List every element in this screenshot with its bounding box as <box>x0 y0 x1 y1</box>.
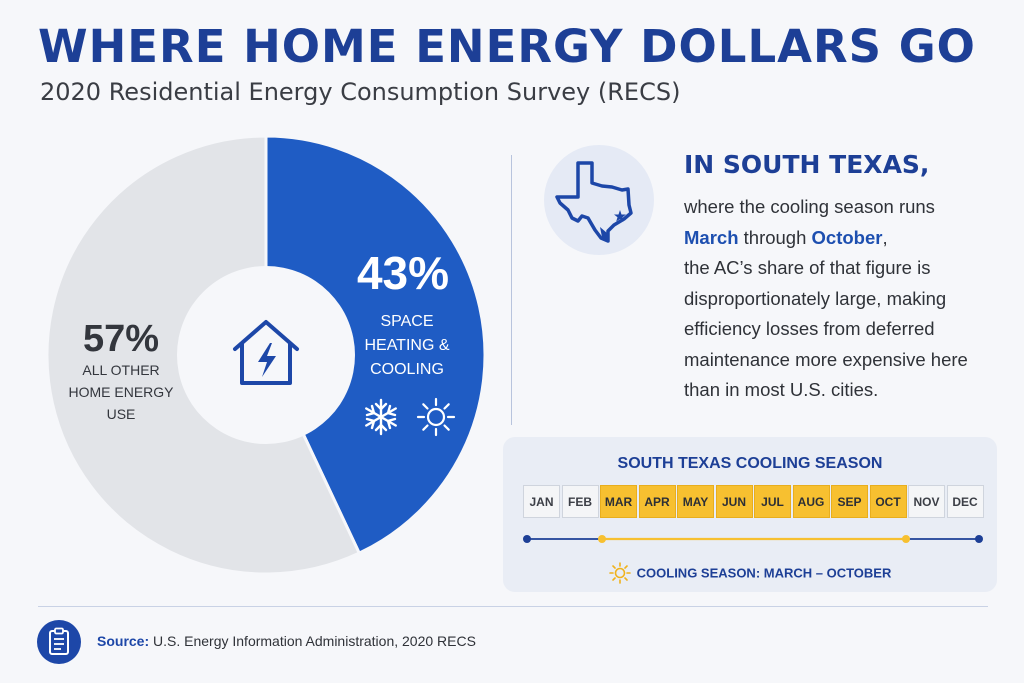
texas-map-badge <box>544 145 654 255</box>
house-bolt-icon <box>233 320 299 385</box>
texas-line: than in most U.S. cities. <box>684 379 879 400</box>
cooling-season-caption-text: COOLING SEASON: MARCH – OCTOBER <box>636 565 892 581</box>
slice-heating-cooling <box>264 135 487 556</box>
cooling-timeline <box>523 535 983 543</box>
cooling-season-caption: COOLING SEASON: MARCH – OCTOBER <box>503 562 997 584</box>
texas-description: where the cooling season runs March thro… <box>684 192 1004 406</box>
slice-label-heating-cooling-3: COOLING <box>370 361 444 378</box>
donut-chart: 43% SPACE HEATING & COOLING 57% ALL OTHE… <box>45 135 487 576</box>
source-text: U.S. Energy Information Administration, … <box>149 633 476 649</box>
slice-value-label-heating-cooling: 43% <box>357 247 449 299</box>
month-cell-jan: JAN <box>523 485 560 518</box>
comma-text: , <box>882 226 888 248</box>
cooling-season-title: SOUTH TEXAS COOLING SEASON <box>617 455 883 472</box>
slice-label-heating-cooling-1: SPACE <box>380 313 433 330</box>
month-cell-nov: NOV <box>908 485 945 518</box>
source-citation: Source: U.S. Energy Information Administ… <box>97 633 476 649</box>
month-cell-feb: FEB <box>561 485 599 518</box>
texas-line: disproportionately large, making <box>684 287 947 309</box>
timeline-start-dot <box>523 535 531 543</box>
small-sun-icon <box>608 562 631 584</box>
timeline-end-dot <box>975 535 983 543</box>
month-cell-oct: OCT <box>869 485 907 518</box>
snowflake-icon <box>365 398 397 436</box>
texas-line: the AC’s share of that figure is <box>684 257 931 278</box>
month-cell-may: MAY <box>677 485 714 518</box>
page-title: WHERE HOME ENERGY DOLLARS GO <box>38 20 976 73</box>
page-subtitle: 2020 Residential Energy Consumption Surv… <box>40 78 681 106</box>
clipboard-icon <box>37 620 81 664</box>
slice-value-label-other: 57% <box>83 318 159 360</box>
month-cell-dec: DEC <box>946 485 984 518</box>
section-divider <box>511 155 512 425</box>
cooling-season-panel: SOUTH TEXAS COOLING SEASON JAN FEB MAR APR M… <box>503 437 997 592</box>
month-start-highlight: March <box>684 226 739 248</box>
texas-line: efficiency losses from deferred <box>684 318 935 339</box>
month-cell-aug: AUG <box>792 485 830 518</box>
slice-label-other-1: ALL OTHER <box>82 362 159 378</box>
month-cell-jul: JUL <box>754 485 791 518</box>
texas-heading: IN SOUTH TEXAS, <box>684 150 930 179</box>
through-text: through <box>738 226 812 248</box>
sun-icon <box>416 397 456 437</box>
slice-label-other-3: USE <box>107 406 136 422</box>
texas-line: maintenance more expensive here <box>684 348 968 370</box>
slice-label-heating-cooling-2: HEATING & <box>364 337 449 354</box>
timeline-season-end-dot <box>902 535 910 543</box>
month-cell-apr: APR <box>638 485 676 518</box>
slice-label-other-2: HOME ENERGY <box>68 384 174 400</box>
month-end-highlight: October <box>811 226 883 248</box>
source-label: Source: <box>97 633 150 649</box>
texas-map-icon <box>555 161 633 243</box>
month-cell-jun: JUN <box>715 485 753 518</box>
texas-line: where the cooling season runs <box>684 196 935 217</box>
timeline-season-start-dot <box>598 535 606 543</box>
footer-divider <box>38 606 988 607</box>
month-strip: JAN FEB MAR APR MAY JUN JUL AUG SEP OCT NOV DEC <box>523 485 985 518</box>
texas-line: March through October, <box>684 223 1004 254</box>
month-cell-sep: SEP <box>831 485 868 518</box>
month-cell-mar: MAR <box>600 485 637 518</box>
